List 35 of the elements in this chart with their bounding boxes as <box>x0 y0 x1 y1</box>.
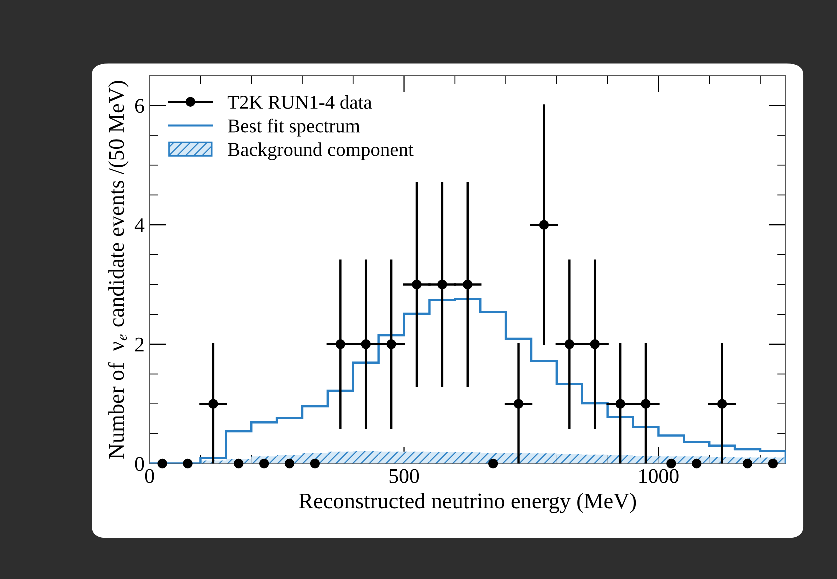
point <box>463 280 473 290</box>
point <box>539 220 550 230</box>
point <box>438 280 448 290</box>
point <box>692 458 702 469</box>
x-tick-label: 500 <box>390 469 420 484</box>
point <box>666 458 676 469</box>
y-tick-label: 4 <box>134 218 145 232</box>
point <box>183 458 193 469</box>
legend-label: Best fit spectrum <box>228 118 360 137</box>
point <box>412 280 422 290</box>
point <box>284 458 295 469</box>
point <box>234 458 244 469</box>
point <box>208 399 218 409</box>
point <box>616 399 626 409</box>
point <box>717 399 728 409</box>
y-tick-label: 0 <box>135 457 144 472</box>
x-tick-label: 0 <box>145 469 154 484</box>
point <box>386 340 396 350</box>
point <box>742 458 753 469</box>
point <box>158 458 168 469</box>
point <box>259 458 270 469</box>
point <box>514 399 524 409</box>
legend-label: Background component <box>228 142 414 160</box>
x-tick-label: 1000 <box>640 469 679 484</box>
point <box>361 340 371 350</box>
x-axis-title: Reconstructed neutrino energy (MeV) <box>299 493 636 514</box>
y-axis-title: Number of ν$_{e}$ candidate events /(50 MeV) <box>108 81 129 459</box>
point <box>564 340 575 350</box>
point <box>641 399 651 409</box>
y-tick-label: 6 <box>135 99 144 114</box>
point <box>590 340 600 350</box>
legend-label: T2K RUN1-4 data <box>228 95 372 110</box>
point <box>336 340 346 350</box>
y-tick-label: 2 <box>135 338 144 352</box>
point <box>768 458 778 469</box>
